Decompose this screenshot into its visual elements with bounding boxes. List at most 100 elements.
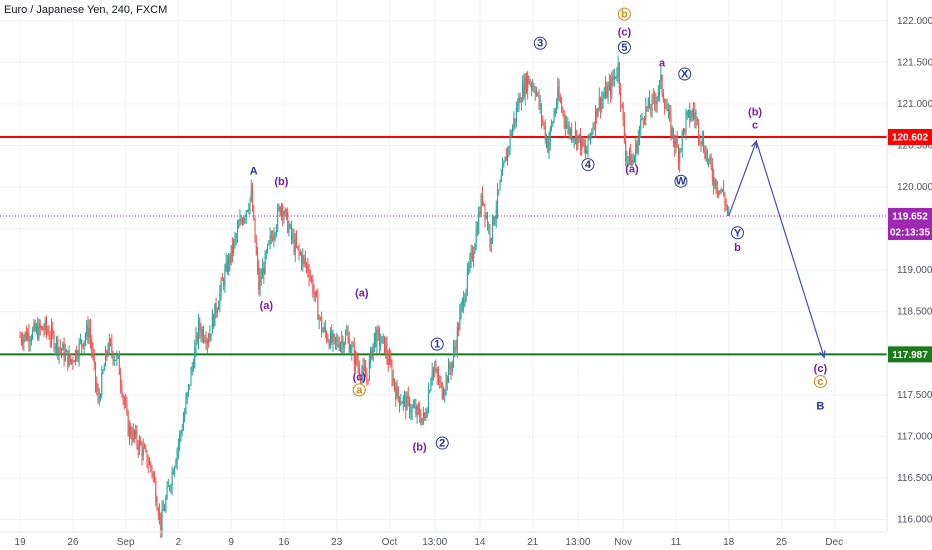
candle-body	[392, 378, 394, 382]
wave-label: 1	[434, 339, 440, 351]
candle-body	[699, 137, 701, 142]
candle-body	[265, 251, 267, 253]
candle-body	[243, 218, 245, 224]
candle-body	[405, 396, 407, 411]
candle-body	[259, 277, 261, 290]
candle-body	[186, 392, 188, 400]
candle-body	[211, 315, 213, 334]
candle-body	[681, 131, 683, 149]
wave-label: (c)	[353, 372, 367, 384]
candle-body	[111, 343, 113, 353]
candle-body	[481, 195, 483, 202]
candle-body	[491, 215, 493, 239]
candle-body	[554, 110, 556, 114]
wave-label: c	[752, 120, 758, 132]
candle-body	[534, 90, 536, 95]
candle-body	[365, 369, 367, 377]
candle-body	[566, 125, 568, 128]
candle-body	[483, 201, 485, 205]
wave-label-circle	[674, 174, 688, 188]
candle-body	[453, 349, 455, 362]
candle-body	[704, 150, 706, 159]
candle-body	[476, 229, 478, 234]
candle-body	[652, 96, 654, 98]
time-axis[interactable]: 19 26 Sep 2 9 16 23 Oct 13:00 14 21 13:00 Nov 11 18 25 D…	[15, 537, 844, 548]
candle-body	[137, 444, 139, 450]
wave-label: 4	[585, 159, 592, 171]
candle-body	[465, 289, 467, 300]
candle-body	[336, 340, 338, 342]
candle-body	[352, 345, 354, 347]
wave-label-circle	[352, 383, 366, 397]
candle-body	[313, 293, 315, 295]
candle-body	[125, 403, 127, 405]
candle-body	[280, 205, 282, 215]
candle-body	[306, 263, 308, 265]
time-tick-label: 13:00	[565, 537, 590, 548]
candle-body	[627, 156, 629, 159]
wave-label-circle	[533, 36, 547, 50]
candle-body	[326, 332, 328, 340]
candle-body	[312, 279, 314, 294]
candle-body	[510, 133, 512, 136]
candle-body	[367, 378, 369, 380]
candle-body	[388, 357, 390, 365]
candle-body	[187, 384, 189, 393]
candle-body	[273, 235, 275, 241]
candle-body	[255, 241, 257, 254]
candle-body	[171, 471, 173, 487]
candle-body	[635, 143, 637, 157]
candle-body	[208, 340, 210, 342]
candle-body	[98, 396, 100, 399]
candle-body	[292, 236, 294, 238]
wave-label: (c)	[618, 27, 632, 39]
candle-body	[563, 111, 565, 121]
candle-body	[155, 482, 157, 502]
projection-path[interactable]	[728, 139, 826, 359]
time-tick-label: 2	[176, 537, 182, 548]
wave-label-circle	[435, 436, 449, 450]
candle-body	[589, 134, 591, 139]
candle-body	[509, 133, 511, 148]
candle-body	[198, 320, 200, 341]
candle-body	[34, 323, 36, 331]
wave-label: (a)	[625, 164, 639, 176]
wave-label: (c)	[814, 363, 828, 375]
candle-body	[621, 103, 623, 106]
candle-body	[386, 345, 388, 358]
candle-body	[414, 406, 416, 408]
wave-label: (a)	[260, 300, 274, 312]
candle-body	[584, 147, 586, 154]
candle-body	[216, 309, 218, 313]
candle-body	[676, 139, 678, 148]
candle-body	[32, 329, 34, 339]
candle-body	[363, 366, 365, 370]
candle-body	[475, 229, 477, 247]
candle-body	[235, 235, 237, 238]
candle-body	[346, 334, 348, 336]
candle-body	[152, 473, 154, 477]
candle-body	[108, 339, 110, 350]
candle-body	[113, 359, 115, 361]
horizontal-levels[interactable]	[0, 135, 887, 356]
candle-body	[713, 178, 715, 187]
wave-label-circle	[581, 158, 595, 172]
wave-label: (b)	[274, 176, 288, 188]
candle-body	[270, 235, 272, 238]
candle-body	[644, 119, 646, 121]
candle-body	[191, 366, 193, 370]
candle-body	[100, 396, 102, 398]
candle-body	[282, 205, 284, 217]
candle-body	[176, 450, 178, 462]
candle-body	[115, 359, 117, 361]
candle-body	[505, 156, 507, 161]
candle-body	[355, 354, 357, 364]
candle-body	[659, 81, 661, 93]
candle-body	[91, 339, 93, 352]
candle-body	[582, 137, 584, 146]
candle-body	[698, 121, 700, 138]
candle-body	[231, 245, 233, 253]
candle-body	[180, 432, 182, 435]
candle-body	[287, 211, 289, 233]
